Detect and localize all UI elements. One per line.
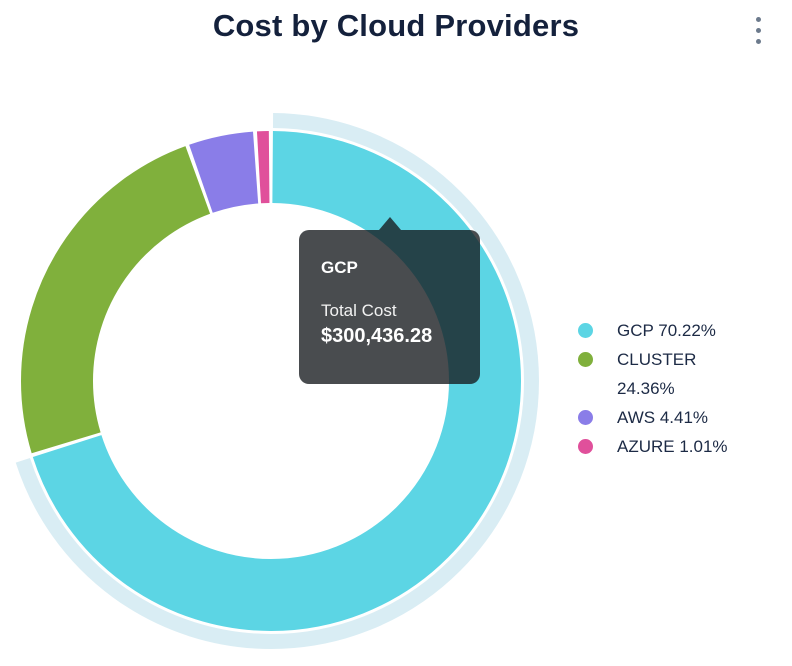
legend-dot-icon <box>578 410 593 425</box>
donut-slice-gcp[interactable] <box>21 131 521 631</box>
kebab-dot <box>755 16 761 22</box>
legend-label: CLUSTER 24.36% <box>617 350 697 398</box>
kebab-menu-icon[interactable] <box>749 14 767 46</box>
donut-slice-cluster[interactable] <box>21 131 521 631</box>
legend-item-azure[interactable]: AZURE 1.01% <box>578 432 754 461</box>
legend-item-gcp[interactable]: GCP 70.22% <box>578 316 754 345</box>
tooltip-metric-value: $300,436.28 <box>321 325 433 347</box>
kebab-dot <box>755 27 761 33</box>
legend-label: AWS 4.41% <box>617 408 709 427</box>
chart-title: Cost by Cloud Providers <box>212 8 580 43</box>
donut-highlight-ring-gcp <box>3 113 539 649</box>
legend-item-cluster[interactable]: CLUSTER 24.36% <box>578 345 754 403</box>
legend-label: GCP 70.22% <box>617 321 716 340</box>
tooltip-series-name: GCP <box>321 258 358 277</box>
legend-item-aws[interactable]: AWS 4.41% <box>578 403 754 432</box>
chart-tooltip: GCP Total Cost $300,436.28 <box>299 217 480 384</box>
legend-dot-icon <box>578 352 593 367</box>
legend-label: AZURE 1.01% <box>617 437 728 456</box>
tooltip-arrow-icon <box>379 217 401 230</box>
kebab-dot <box>755 38 761 44</box>
legend: GCP 70.22% CLUSTER 24.36% AWS 4.41% AZURE 1… <box>578 316 754 461</box>
legend-dot-icon <box>578 323 593 338</box>
donut-chart <box>3 113 539 649</box>
legend-dot-icon <box>578 439 593 454</box>
tooltip-metric-label: Total Cost <box>321 301 397 320</box>
